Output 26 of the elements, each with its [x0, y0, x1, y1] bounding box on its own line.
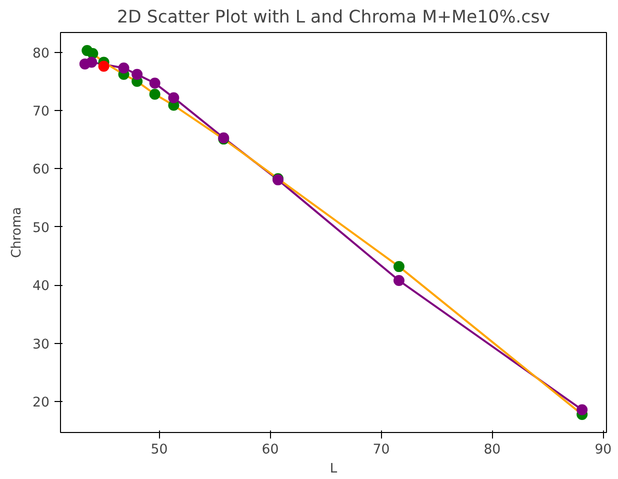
- y-axis-title: Chroma: [10, 207, 25, 258]
- point: [393, 275, 404, 286]
- point: [149, 78, 160, 89]
- x-tick-label: 90: [594, 442, 612, 458]
- point: [168, 92, 180, 104]
- point: [576, 404, 588, 416]
- x-tick-label: 60: [262, 442, 279, 458]
- point: [98, 60, 110, 72]
- y-tick-label: 60: [32, 162, 50, 178]
- x-tick-label: 70: [372, 442, 390, 458]
- y-tick-label: 30: [32, 337, 50, 352]
- point: [118, 62, 130, 74]
- chart-title: 2D Scatter Plot with L and Chroma M+Me10%.csv: [117, 8, 550, 28]
- x-axis-title: L: [330, 462, 338, 476]
- point: [393, 261, 404, 272]
- x-tick-label: 50: [150, 442, 168, 458]
- y-tick-label: 40: [32, 279, 50, 294]
- y-tick-label: 20: [32, 396, 50, 411]
- y-tick-label: 80: [32, 46, 50, 62]
- point: [132, 68, 143, 80]
- point: [87, 48, 98, 59]
- y-tick-label: 50: [32, 220, 50, 236]
- x-tick-label: 80: [484, 442, 501, 458]
- y-tick-label: 70: [32, 104, 50, 120]
- point: [149, 88, 160, 100]
- point: [86, 56, 98, 68]
